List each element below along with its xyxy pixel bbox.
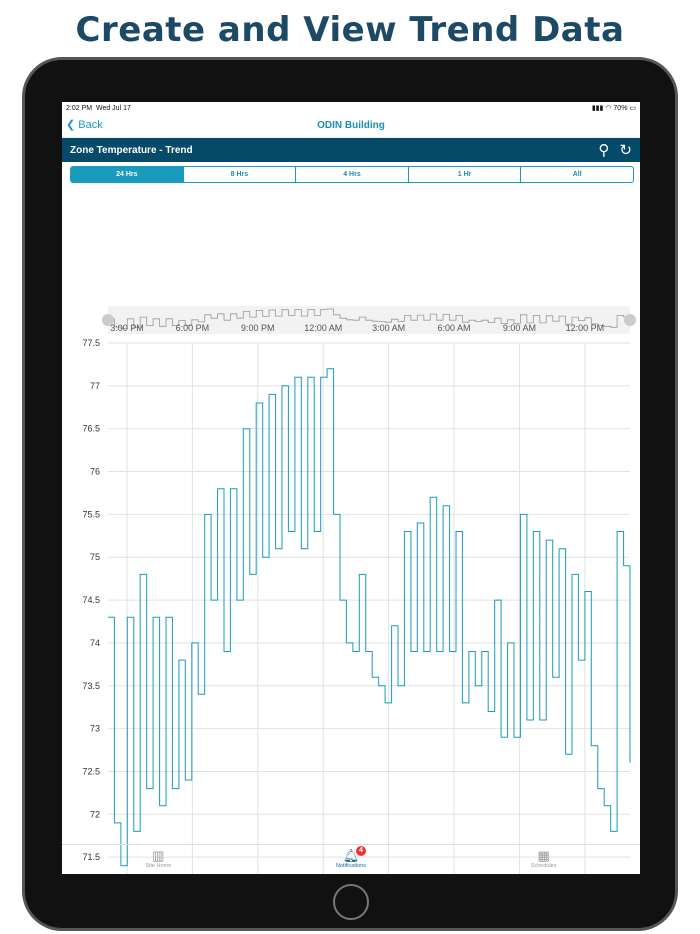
navigator-label: 6:00 AM [438, 323, 471, 333]
building-icon: ▥ [152, 848, 165, 863]
range-24-hrs[interactable]: 24 Hrs [71, 167, 183, 182]
y-tick-label: 75 [90, 552, 100, 562]
nav-bar: ❮ Back ODIN Building [62, 114, 640, 138]
tab-label: Schedules [530, 863, 557, 869]
tab-bar: ▥ Site Home 🔔︎ Notifications 4 ▦ Schedules [62, 844, 640, 874]
status-time: 2:02 PM [66, 104, 93, 112]
range-1-hr[interactable]: 1 Hr [407, 167, 521, 182]
battery-percent: 70% [613, 105, 628, 112]
navigator-handle-left[interactable] [102, 314, 114, 326]
navigator-label: 3:00 AM [372, 323, 405, 333]
home-button[interactable] [333, 884, 369, 920]
navigator-handle-right[interactable] [624, 314, 636, 326]
y-tick-label: 71.5 [82, 852, 100, 862]
tab-schedules[interactable]: ▦ Schedules [494, 845, 594, 874]
y-tick-label: 76 [90, 467, 100, 477]
back-button[interactable]: ❮ Back [66, 118, 103, 131]
headline: Create and View Trend Data [75, 10, 625, 50]
range-8-hrs[interactable]: 8 Hrs [182, 167, 296, 182]
chevron-left-icon: ❮ [66, 119, 76, 131]
navigator-label: 12:00 AM [304, 323, 342, 333]
calendar-icon: ▦ [537, 848, 550, 863]
search-icon[interactable]: ⚲ [598, 142, 610, 159]
y-tick-label: 72.5 [82, 766, 100, 776]
y-tick-label: 74.5 [82, 595, 100, 605]
page-title: ODIN Building [317, 120, 385, 131]
y-tick-label: 73.5 [82, 681, 100, 691]
status-bar: 2:02 PM Wed Jul 17 ▮▮▮ ◠ 70% ▭ [62, 102, 640, 114]
signal-icon: ▮▮▮ [591, 105, 604, 112]
wifi-icon: ◠ [605, 105, 612, 112]
bell-icon: 🔔︎ [342, 848, 360, 863]
navigator-series-line [108, 308, 631, 329]
navigator-label: 12:00 PM [566, 323, 605, 333]
range-4-hrs[interactable]: 4 Hrs [295, 167, 408, 182]
trend-series-line [108, 368, 631, 867]
trend-header: Zone Temperature - Trend ⚲ ↻ [62, 138, 640, 162]
y-tick-label: 72 [90, 809, 100, 819]
notification-badge: 4 [355, 846, 366, 856]
app-screen: 2:02 PM Wed Jul 17 ▮▮▮ ◠ 70% ▭ ❮ Back OD… [62, 102, 640, 874]
tab-notifications[interactable]: 🔔︎ Notifications 4 [301, 845, 401, 874]
tab-label: Site Home [145, 863, 172, 869]
y-tick-label: 74 [90, 638, 100, 648]
navigator-label: 9:00 AM [503, 323, 536, 333]
y-tick-label: 77 [90, 381, 100, 391]
refresh-icon[interactable]: ↻ [619, 142, 632, 159]
tab-label: Notifications [336, 863, 366, 869]
status-date: Wed Jul 17 [95, 104, 131, 112]
range-all[interactable]: All [520, 167, 633, 182]
trend-title: Zone Temperature - Trend [70, 144, 193, 156]
back-label: Back [78, 119, 103, 131]
y-tick-label: 75.5 [82, 509, 100, 519]
range-selector: 24 Hrs 8 Hrs 4 Hrs 1 Hr All [70, 166, 634, 183]
trend-chart[interactable]: 7171.57272.57373.57474.57575.57676.57777… [62, 198, 640, 874]
navigator-label: 9:00 PM [241, 323, 275, 333]
tab-site-home[interactable]: ▥ Site Home [108, 845, 208, 874]
y-tick-label: 73 [90, 724, 100, 734]
navigator-label: 6:00 PM [176, 323, 210, 333]
y-tick-label: 77.5 [82, 338, 100, 348]
navigator-label: 3:00 PM [110, 323, 144, 333]
battery-icon: ▭ [629, 105, 636, 112]
y-tick-label: 76.5 [82, 424, 100, 434]
